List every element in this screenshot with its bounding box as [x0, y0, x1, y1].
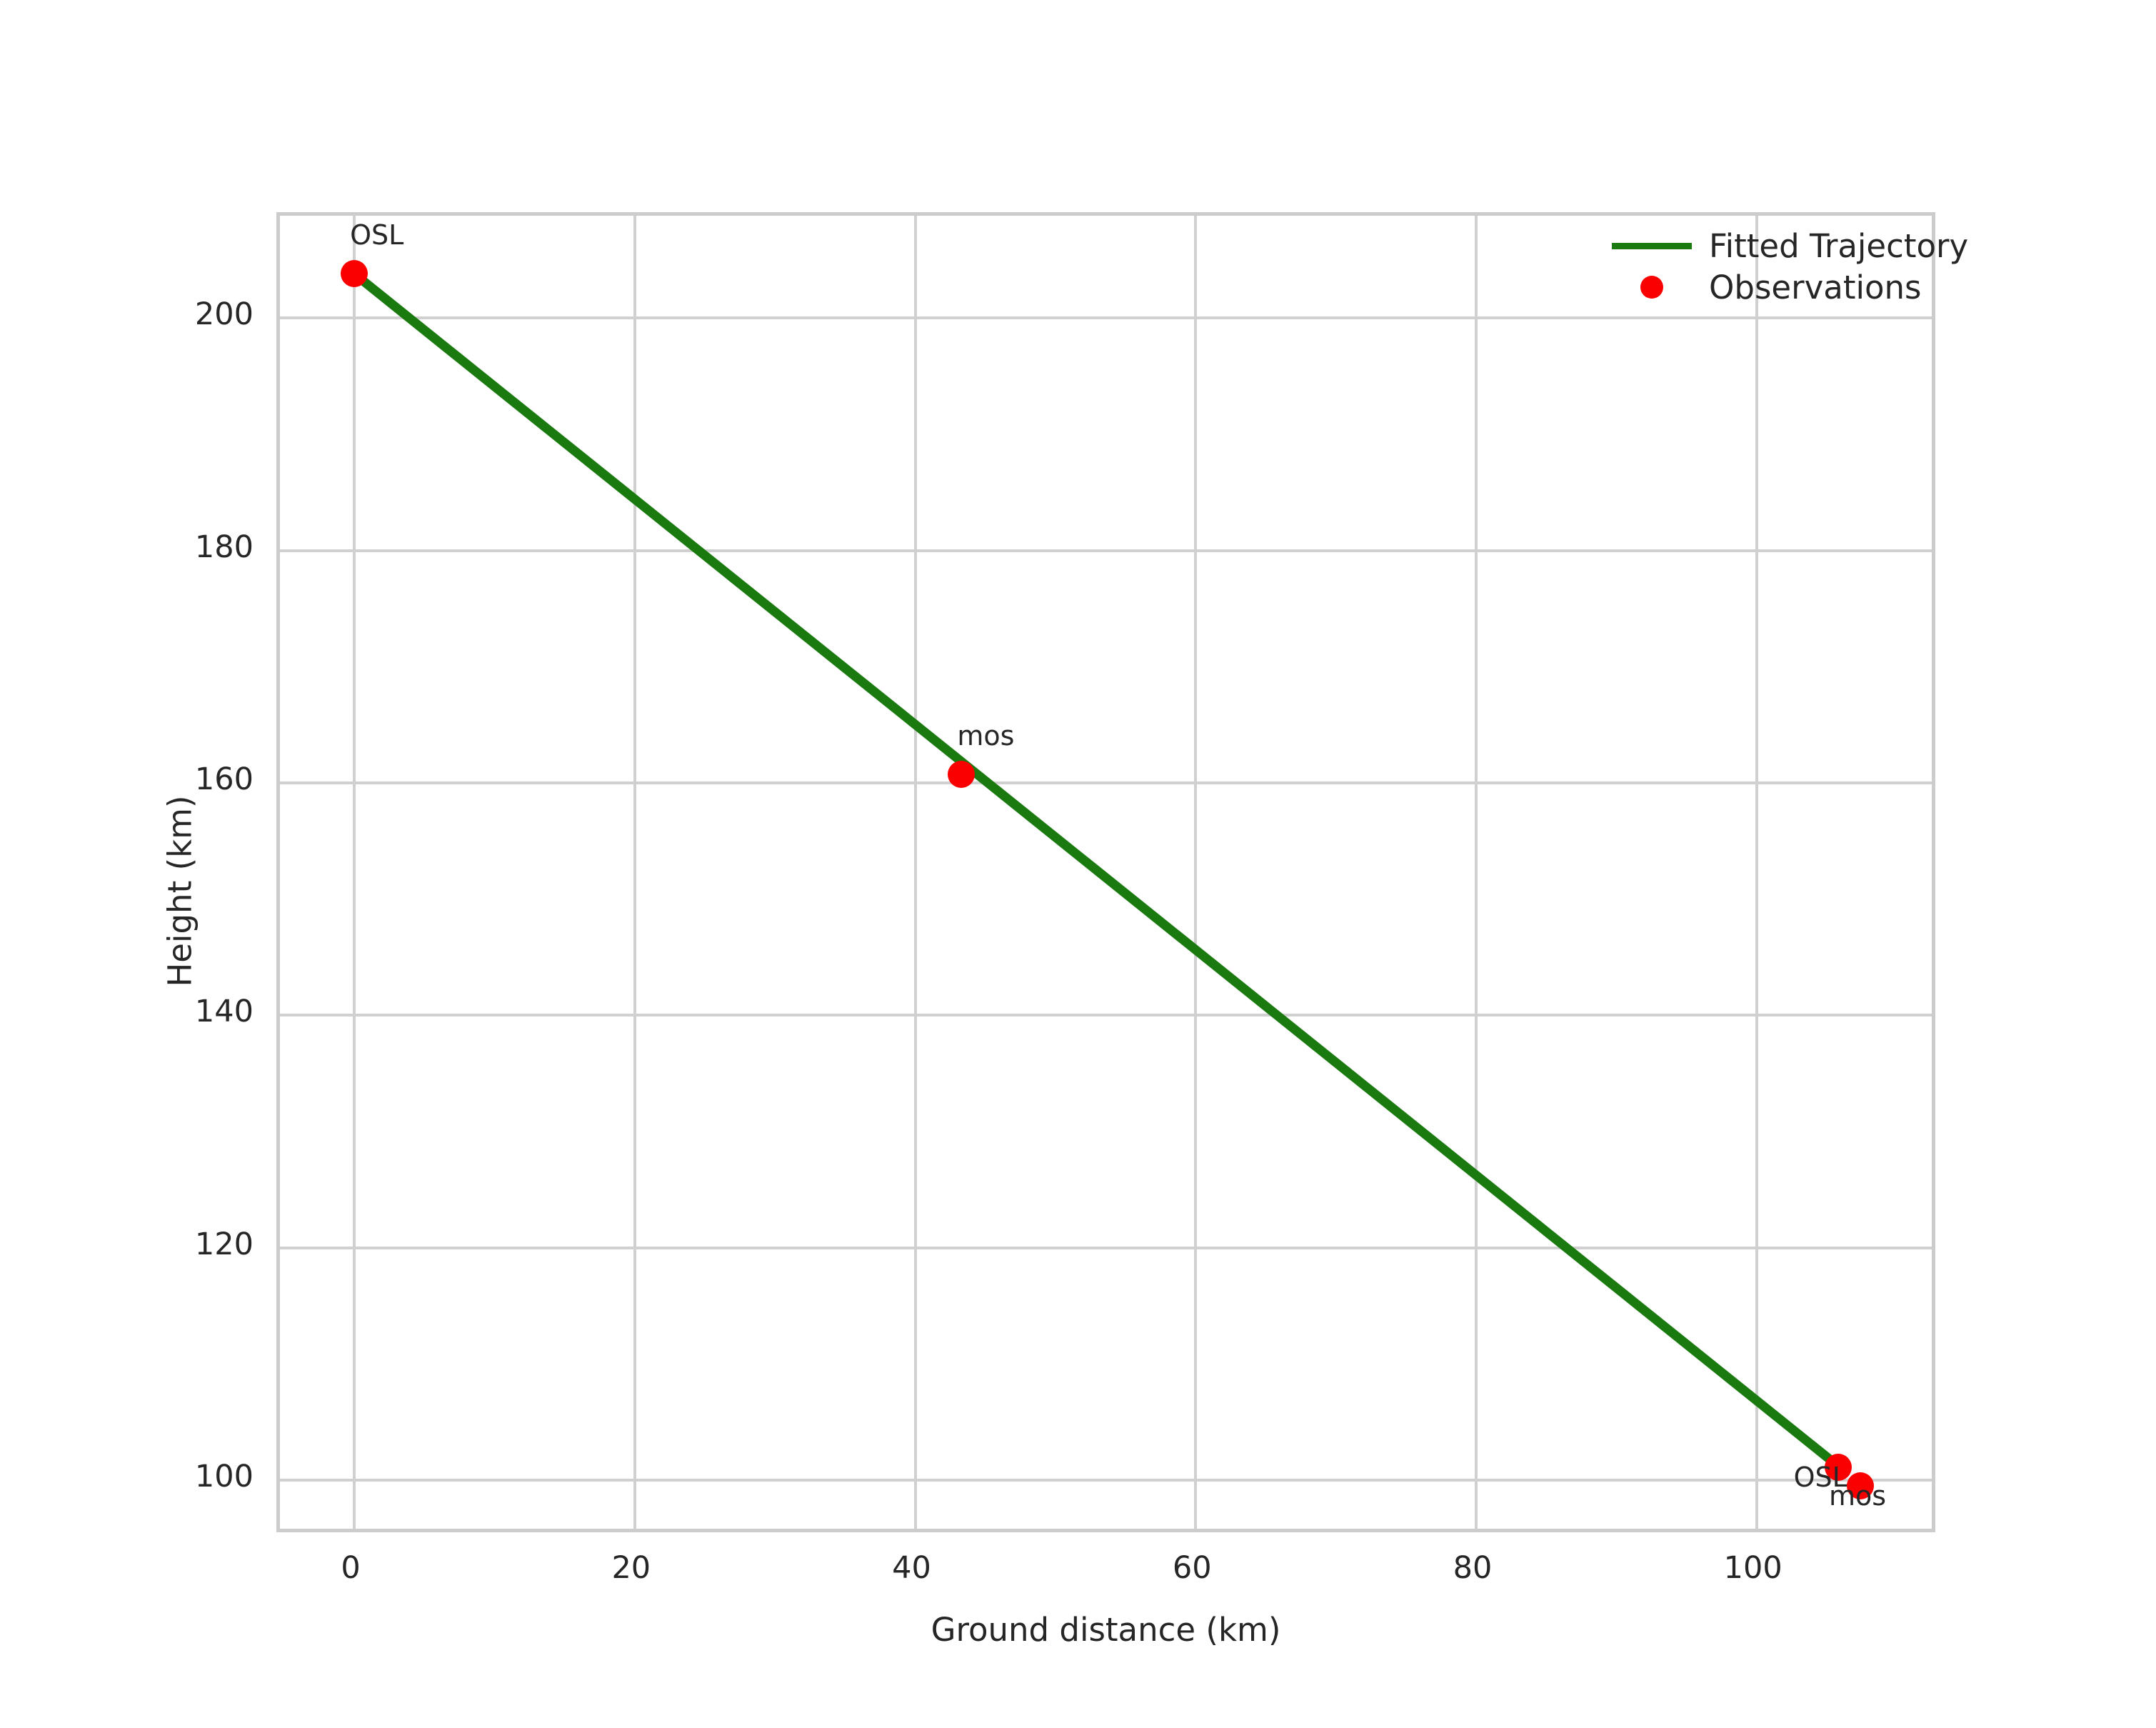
gridline-vertical: [1474, 216, 1478, 1529]
gridline-horizontal: [280, 1246, 1932, 1249]
x-axis-tick-label: 80: [1453, 1550, 1493, 1586]
legend-item[interactable]: Observations: [1607, 266, 1921, 308]
observation-point[interactable]: [1824, 1454, 1852, 1482]
legend-line-swatch: [1611, 242, 1692, 249]
observation-label: OSL: [1793, 1462, 1847, 1494]
legend-label: Fitted Trajectory: [1709, 226, 1969, 265]
x-axis-tick-label: 40: [892, 1550, 931, 1586]
y-axis-tick-label: 100: [194, 1458, 254, 1494]
x-axis-tick-label: 20: [611, 1550, 651, 1586]
fitted-trajectory-line: [351, 269, 1835, 1464]
legend-dot-swatch: [1640, 276, 1663, 299]
gridline-vertical: [913, 216, 917, 1529]
y-axis-tick-label: 140: [194, 994, 254, 1030]
gridline-vertical: [1755, 216, 1758, 1529]
observation-label: mos: [1829, 1480, 1887, 1512]
x-axis-title: Ground distance (km): [931, 1611, 1281, 1649]
observation-label: OSL: [350, 219, 404, 251]
gridline-horizontal: [280, 549, 1932, 552]
legend-label: Observations: [1709, 268, 1922, 306]
plot-area: OSL mos OSL mos: [276, 212, 1935, 1532]
gridline-horizontal: [280, 316, 1932, 320]
observation-label: mos: [957, 720, 1015, 752]
legend-marker: [1607, 242, 1696, 249]
observation-point[interactable]: [341, 260, 368, 288]
observation-point[interactable]: [1847, 1472, 1875, 1500]
chart-legend: Fitted Trajectory Observations: [1607, 225, 1968, 308]
trajectory-polyline: [351, 269, 1835, 1464]
x-axis-tick-label: 0: [341, 1550, 361, 1586]
y-axis-tick-label: 200: [194, 296, 254, 333]
gridline-vertical: [353, 216, 356, 1529]
x-axis-tick-labels: 0 20 40 60 80 100: [276, 1550, 1935, 1593]
legend-item[interactable]: Fitted Trajectory: [1607, 225, 1968, 266]
y-axis-tick-label: 160: [194, 761, 254, 797]
y-axis-tick-label: 120: [194, 1226, 254, 1262]
y-axis-tick-label: 180: [194, 529, 254, 565]
x-axis-tick-label: 100: [1723, 1550, 1783, 1586]
gridline-horizontal: [280, 1014, 1932, 1017]
gridline-vertical: [1194, 216, 1198, 1529]
gridline-horizontal: [280, 1478, 1932, 1482]
y-axis-tick-labels: 100 120 140 160 180 200: [107, 212, 254, 1532]
y-axis-title: Height (km): [161, 795, 199, 987]
x-axis-tick-label: 60: [1172, 1550, 1212, 1586]
observation-point[interactable]: [948, 761, 976, 789]
legend-marker: [1607, 276, 1696, 299]
plot-inner: OSL mos OSL mos: [280, 216, 1932, 1529]
gridline-horizontal: [280, 781, 1932, 784]
gridline-vertical: [633, 216, 636, 1529]
